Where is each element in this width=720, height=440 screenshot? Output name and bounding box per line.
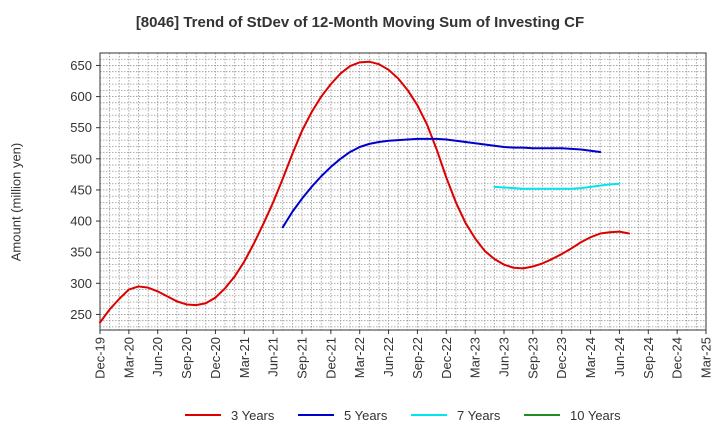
x-tick-label: Jun-21 xyxy=(266,337,281,377)
y-tick-label: 550 xyxy=(70,120,92,135)
legend-label: 7 Years xyxy=(457,407,501,423)
legend-item-3-years: 3 Years xyxy=(185,406,274,424)
x-tick-label: Mar-20 xyxy=(121,337,136,378)
plot-frame xyxy=(99,52,707,331)
x-tick-label: Dec-19 xyxy=(93,337,108,379)
x-tick-label: Mar-22 xyxy=(352,337,367,378)
legend-label: 3 Years xyxy=(231,407,275,423)
x-tick-label: Jun-22 xyxy=(381,337,396,377)
legend-swatch xyxy=(185,414,221,416)
y-tick-label: 650 xyxy=(70,58,92,73)
x-tick-label: Dec-21 xyxy=(323,337,338,379)
x-tick-label: Jun-24 xyxy=(612,337,627,377)
x-tick-label: Mar-25 xyxy=(699,337,714,378)
series-line-7-years xyxy=(493,182,621,190)
x-tick-label: Jun-20 xyxy=(150,337,165,377)
y-tick-label: 400 xyxy=(70,214,92,229)
series-line-3-years xyxy=(99,60,631,324)
legend-item-5-years: 5 Years xyxy=(298,406,387,424)
legend-label: 5 Years xyxy=(344,407,388,423)
y-tick-label: 450 xyxy=(70,182,92,197)
legend-item-7-years: 7 Years xyxy=(411,406,500,424)
x-tick-label: Dec-23 xyxy=(554,337,569,379)
x-tick-label: Mar-23 xyxy=(468,337,483,378)
chart-title: [8046] Trend of StDev of 12-Month Moving… xyxy=(135,14,585,31)
legend-swatch xyxy=(411,414,447,416)
y-tick-label: 500 xyxy=(70,151,92,166)
legend: 3 Years 5 Years 7 Years 10 Years xyxy=(0,406,720,426)
x-tick-label: Sep-23 xyxy=(525,337,540,379)
legend-label: 10 Years xyxy=(570,407,621,423)
x-tick-label: Mar-24 xyxy=(583,337,598,378)
y-tick-label: 250 xyxy=(70,307,92,322)
x-tick-label: Sep-24 xyxy=(641,337,656,379)
x-tick-label: Dec-20 xyxy=(208,337,223,379)
x-tick-label: Mar-21 xyxy=(237,337,252,378)
x-tick-label: Sep-22 xyxy=(410,337,425,379)
series-line-5-years xyxy=(281,137,602,229)
x-tick-label: Jun-23 xyxy=(497,337,512,377)
legend-swatch xyxy=(524,414,560,416)
y-tick-label: 350 xyxy=(70,245,92,260)
x-tick-label: Sep-21 xyxy=(295,337,310,379)
x-tick-label: Dec-22 xyxy=(439,337,454,379)
plot-area xyxy=(100,53,706,330)
x-tick-label: Sep-20 xyxy=(179,337,194,379)
y-tick-label: 300 xyxy=(70,276,92,291)
legend-swatch xyxy=(298,414,334,416)
x-tick-label: Dec-24 xyxy=(670,337,685,379)
y-tick-label: 600 xyxy=(70,89,92,104)
legend-item-10-years: 10 Years xyxy=(524,406,621,424)
